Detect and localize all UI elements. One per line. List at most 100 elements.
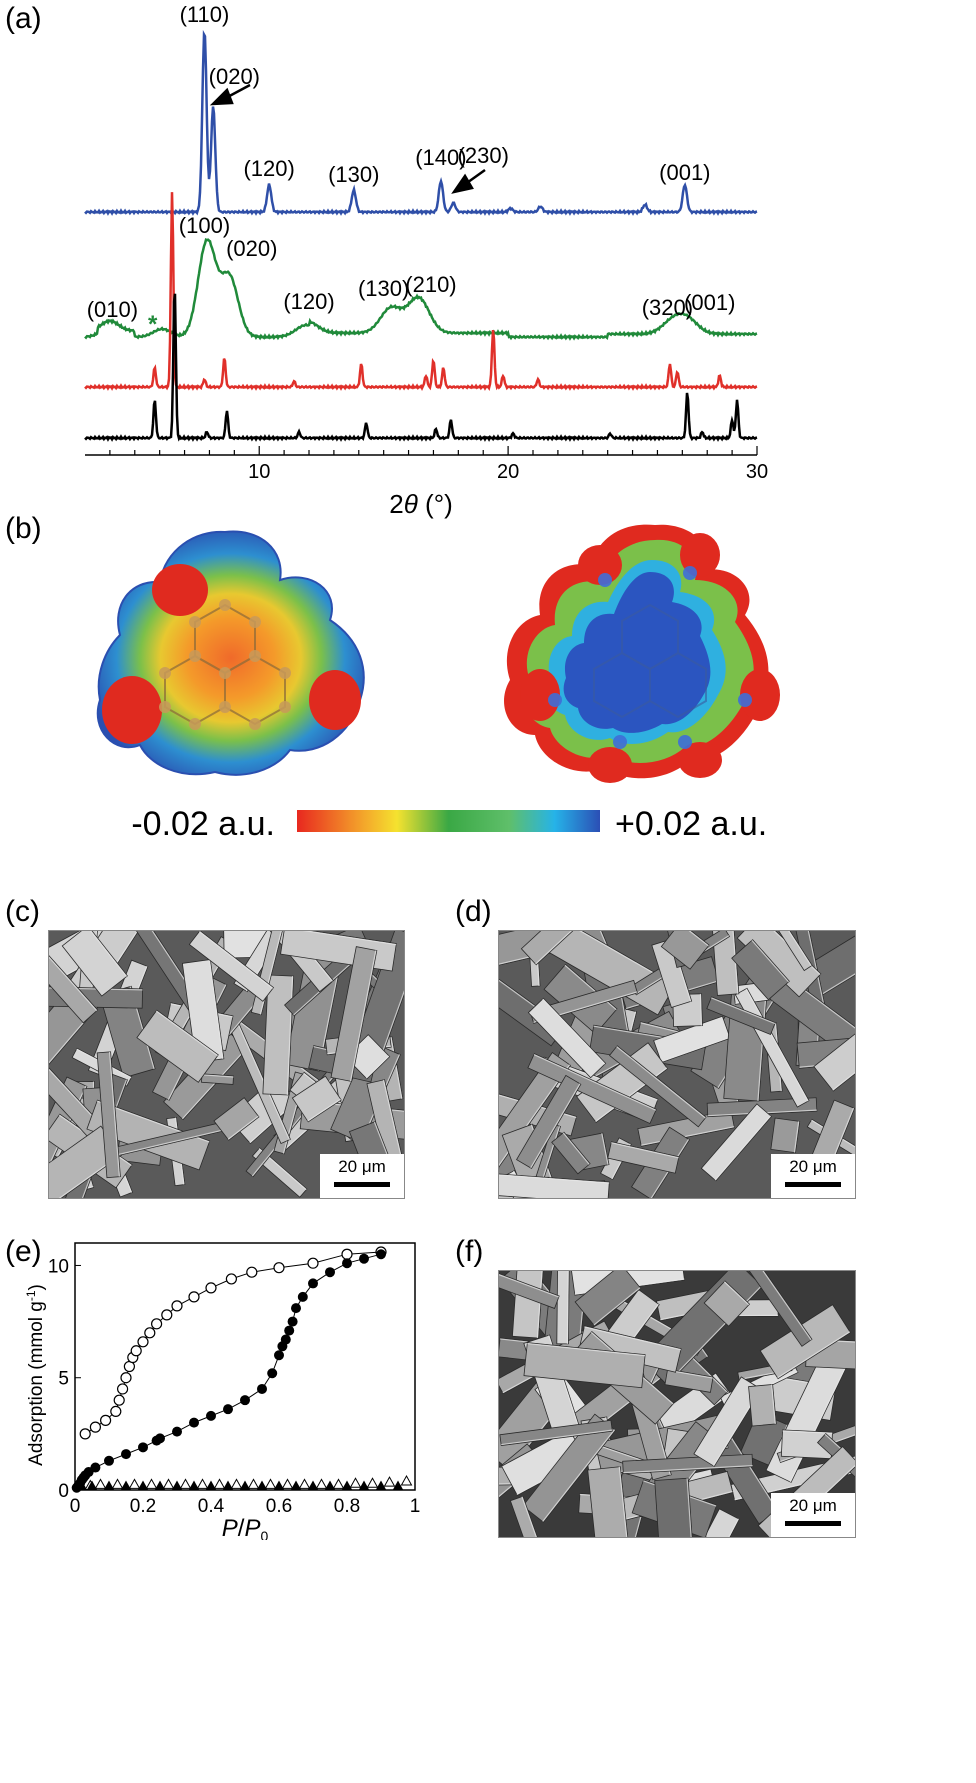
desorption-point bbox=[188, 1291, 200, 1303]
xrd-blue-label: (001) bbox=[659, 160, 710, 185]
triangle-filled-point bbox=[240, 1480, 250, 1490]
scale-bar-f: 20 μm bbox=[771, 1493, 855, 1537]
arrow-230 bbox=[451, 168, 486, 194]
xrd-blue-label: (020) bbox=[209, 64, 260, 89]
xrd-green-label: (130) bbox=[358, 276, 409, 301]
scale-line-c bbox=[334, 1182, 390, 1187]
adsorption-point bbox=[257, 1383, 267, 1394]
desorption-point bbox=[130, 1345, 142, 1357]
xrd-curves bbox=[84, 29, 758, 442]
scale-bar-c: 20 μm bbox=[320, 1154, 404, 1198]
triangle-open-point bbox=[230, 1478, 243, 1489]
desorption-point bbox=[171, 1300, 183, 1312]
adsorption-point bbox=[172, 1426, 182, 1437]
triangle-filled-point bbox=[359, 1480, 369, 1490]
xrd-blue-label: (140) bbox=[415, 145, 466, 170]
triangle-filled-point bbox=[376, 1480, 386, 1490]
triangle-open-point bbox=[366, 1477, 379, 1488]
adsorption-point bbox=[189, 1417, 199, 1428]
triangle-filled-point bbox=[223, 1480, 233, 1490]
triangle-open-point bbox=[247, 1478, 260, 1489]
triangle-filled-point bbox=[291, 1480, 301, 1490]
esp-figure: -0.02 a.u. +0.02 a.u. bbox=[96, 524, 780, 843]
scale-label-c: 20 μm bbox=[338, 1157, 386, 1176]
scale-bar-d: 20 μm bbox=[771, 1154, 855, 1198]
triangle-open-point bbox=[196, 1478, 209, 1489]
desorption-point bbox=[307, 1257, 319, 1269]
desorption-point bbox=[151, 1318, 163, 1330]
triangle-filled-point bbox=[189, 1480, 199, 1490]
triangle-open-point bbox=[145, 1478, 158, 1489]
triangle-open-point bbox=[264, 1478, 277, 1489]
triangle-open-point bbox=[179, 1478, 192, 1489]
xrd-green-label: (020) bbox=[226, 236, 277, 261]
adsorption-point bbox=[359, 1253, 369, 1264]
xrd-chart: (110) (020) (120) (130) (140)(230) (001) (010)… bbox=[84, 2, 768, 519]
panel-label-c: (c) bbox=[5, 895, 40, 928]
desorption-point bbox=[113, 1394, 125, 1406]
adsorption-point bbox=[223, 1404, 233, 1415]
desorption-point bbox=[225, 1273, 237, 1285]
desorption-point bbox=[110, 1405, 122, 1418]
iso-x-tick-label: 0.6 bbox=[266, 1496, 292, 1517]
xrd-tick-label: 10 bbox=[248, 461, 270, 483]
adsorption-point bbox=[206, 1410, 216, 1421]
desorption-point bbox=[99, 1414, 112, 1426]
triangle-filled-point bbox=[206, 1480, 216, 1490]
sem-image-f: 20 μm bbox=[498, 1270, 856, 1538]
panel-label-b: (b) bbox=[5, 512, 42, 545]
xrd-green-label: (120) bbox=[283, 289, 334, 314]
scale-label-d: 20 μm bbox=[789, 1157, 837, 1176]
triangle-open-point bbox=[111, 1478, 124, 1489]
xrd-blue-label: (130) bbox=[328, 162, 379, 187]
xrd-tick-label: 30 bbox=[746, 461, 768, 483]
adsorption-point bbox=[90, 1462, 101, 1473]
desorption-point bbox=[120, 1372, 132, 1384]
triangle-filled-point bbox=[76, 1480, 87, 1490]
adsorption-point bbox=[297, 1291, 308, 1302]
triangle-filled-point bbox=[274, 1480, 284, 1490]
sem-image-c: 20 μm bbox=[48, 930, 405, 1199]
desorption-point bbox=[79, 1428, 91, 1440]
triangle-open-point bbox=[400, 1474, 413, 1486]
xrd-green-label: (100) bbox=[179, 213, 230, 238]
panel-label-f: (f) bbox=[455, 1235, 484, 1268]
xrd-x-axis-label: 2θ (°) bbox=[389, 489, 453, 519]
panel-label-d: (d) bbox=[455, 895, 492, 928]
triangle-open-point bbox=[128, 1478, 141, 1489]
iso-x-tick-label: 0.8 bbox=[334, 1496, 360, 1517]
triangle-filled-point bbox=[342, 1480, 352, 1490]
iso-y-tick-label: 0 bbox=[58, 1481, 69, 1502]
xrd-series-red bbox=[84, 192, 758, 392]
xrd-blue-label: (120) bbox=[243, 156, 294, 181]
adsorption-point bbox=[376, 1249, 386, 1260]
adsorption-point bbox=[287, 1316, 298, 1327]
xrd-green-label: (001) bbox=[684, 290, 735, 315]
esp-max-label: +0.02 a.u. bbox=[615, 805, 767, 843]
xrd-star: * bbox=[148, 311, 158, 338]
iso-y-tick-label: 5 bbox=[58, 1369, 69, 1390]
triangle-open-point bbox=[281, 1478, 294, 1489]
scale-line-f bbox=[785, 1521, 841, 1526]
adsorption-point bbox=[138, 1442, 148, 1453]
desorption-point bbox=[89, 1421, 102, 1433]
iso-x-tick-label: 0.4 bbox=[198, 1496, 225, 1517]
esp-min-label: -0.02 a.u. bbox=[131, 805, 275, 843]
adsorption-point bbox=[280, 1334, 291, 1345]
adsorption-point bbox=[104, 1455, 114, 1466]
desorption-point bbox=[144, 1327, 156, 1339]
sem-image-d: 20 μm bbox=[498, 930, 856, 1199]
isotherm-data bbox=[71, 1246, 413, 1493]
adsorption-point bbox=[240, 1395, 250, 1406]
iso-x-tick-label: 0 bbox=[70, 1496, 81, 1517]
adsorption-point bbox=[267, 1368, 278, 1379]
xrd-green-label: (320) bbox=[642, 295, 693, 320]
xrd-series-black bbox=[84, 293, 758, 442]
triangle-open-point bbox=[94, 1478, 107, 1489]
triangle-filled-point bbox=[393, 1480, 403, 1490]
desorption-point bbox=[273, 1262, 285, 1274]
xrd-blue-label: (230) bbox=[458, 143, 509, 168]
scale-label-f: 20 μm bbox=[789, 1496, 837, 1515]
